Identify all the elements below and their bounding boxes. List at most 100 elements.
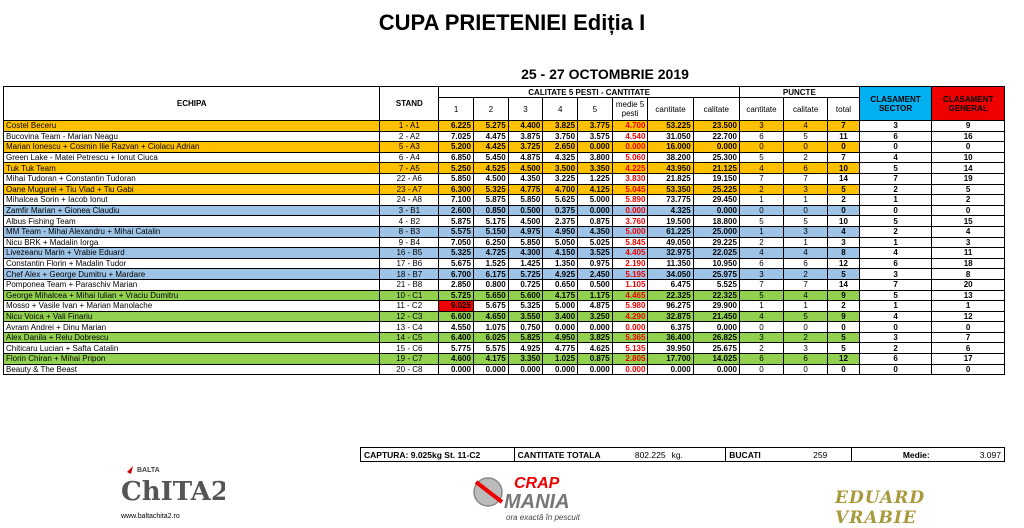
- cantitate-cell: 38.200: [647, 151, 694, 164]
- puncte-total-cell: 2: [827, 194, 860, 206]
- header-calitate: calitate: [692, 97, 740, 121]
- calitate-cell: 0.000: [692, 321, 740, 333]
- clasament-sector-cell: 5: [858, 215, 933, 227]
- fish-3-cell: 3.725: [507, 141, 544, 153]
- clasament-general-cell: 1: [931, 300, 1005, 312]
- summary-footer: CAPTURA: 9.025kg St. 11-C2 CANTITATE TOT…: [360, 447, 1005, 462]
- team-name-cell: Marian Ionescu + Cosmin Ilie Razvan + Ci…: [2, 141, 381, 153]
- fish-2-cell: 6.175: [472, 268, 509, 280]
- fish-3-cell: 5.600: [507, 289, 544, 302]
- fish-5-cell: 3.250: [577, 310, 613, 323]
- header-puncte-cantitate: cantitate: [738, 97, 785, 121]
- clasament-general-cell: 17: [931, 353, 1005, 365]
- fish-4-cell: 1.350: [542, 257, 579, 270]
- fish-5-cell: 0.000: [577, 141, 613, 153]
- puncte-total-cell: 2: [827, 300, 860, 312]
- medie-cell: 0.000: [611, 204, 649, 217]
- table-row: Avram Andrei + Dinu Marian 13 - C4 4.550 1.…: [2, 321, 1005, 333]
- fish-5-cell: 0.000: [577, 321, 613, 333]
- fish-3-cell: 4.975: [507, 225, 544, 238]
- fish-1-cell: 9.025: [438, 300, 474, 312]
- cantitate-cell: 61.225: [647, 225, 694, 238]
- fish-4-cell: 0.650: [542, 278, 579, 291]
- clasament-sector-cell: 0: [858, 204, 933, 217]
- puncte-calitate-cell: 0: [783, 321, 829, 333]
- puncte-cantitate-cell: 2: [738, 342, 785, 355]
- fish-3-cell: 0.500: [507, 204, 544, 217]
- puncte-cantitate-cell: 1: [738, 194, 785, 206]
- team-name-cell: Costel Beceru: [2, 120, 381, 132]
- team-name-cell: Nicu Voica + Vali Finariu: [2, 310, 381, 323]
- fish-4-cell: 1.025: [542, 353, 579, 365]
- fish-2-cell: 5.175: [472, 215, 509, 227]
- header-echipa: ECHIPA: [2, 86, 381, 121]
- table-row: Green Lake - Matei Petrescu + Ionut Ciuc…: [2, 151, 1005, 164]
- medie-cell: 4.465: [611, 289, 649, 302]
- puncte-calitate-cell: 3: [783, 183, 829, 196]
- fish-3-cell: 5.850: [507, 236, 544, 249]
- fish-3-cell: 4.400: [507, 120, 544, 132]
- fish-5-cell: 4.125: [577, 183, 613, 196]
- table-row: Bucovina Team - Marian Neagu 2 - A2 7.025 4…: [2, 130, 1005, 143]
- fish-5-cell: 0.000: [577, 204, 613, 217]
- medie-cell: 0.000: [611, 141, 649, 153]
- calitate-cell: 10.950: [692, 257, 740, 270]
- results-table: ECHIPA STAND CALITATE 5 PESTI - CANTITAT…: [2, 86, 1005, 376]
- header-calitate-group: CALITATE 5 PESTI - CANTITATE: [438, 86, 740, 98]
- cantitate-cell: 17.700: [647, 353, 694, 365]
- stand-cell: 3 - B1: [379, 204, 440, 217]
- clasament-sector-cell: 6: [858, 353, 933, 365]
- fish-3-cell: 5.825: [507, 331, 544, 344]
- fish-2-cell: 4.500: [472, 172, 509, 185]
- stand-cell: 8 - B3: [379, 225, 440, 238]
- header-puncte-total: total: [827, 97, 860, 121]
- cantitate-cell: 11.350: [647, 257, 694, 270]
- puncte-cantitate-cell: 1: [738, 225, 785, 238]
- fish-4-cell: 3.825: [542, 120, 579, 132]
- fish-1-cell: 7.100: [438, 194, 474, 206]
- fish-5-cell: 1.175: [577, 289, 613, 302]
- team-name-cell: Alex Danila + Relu Dobrescu: [2, 331, 381, 344]
- puncte-calitate-cell: 2: [783, 151, 829, 164]
- table-row: Tuk Tuk Team 7 - A5 5.250 4.525 4.500 3.500 3.…: [2, 162, 1005, 174]
- balta-chita-logo: BALTA ChITA2 www.baltachita2.ro: [120, 466, 225, 520]
- fish-5-cell: 3.350: [577, 162, 613, 174]
- fish-1-cell: 5.200: [438, 141, 474, 153]
- team-name-cell: Mihai Tudoran + Constantin Tudoran: [2, 172, 381, 185]
- fish-2-cell: 4.650: [472, 310, 509, 323]
- header-puncte-calitate: calitate: [783, 97, 829, 121]
- medie-cell: 5.135: [611, 342, 649, 355]
- team-name-cell: Avram Andrei + Dinu Marian: [2, 321, 381, 333]
- fish-2-cell: 0.000: [472, 363, 509, 376]
- clasament-sector-cell: 2: [858, 183, 933, 196]
- cantitate-cell: 6.475: [647, 278, 694, 291]
- fish-2-cell: 5.325: [472, 183, 509, 196]
- puncte-cantitate-cell: 0: [738, 204, 785, 217]
- clasament-sector-cell: 4: [858, 151, 933, 164]
- stand-cell: 13 - C4: [379, 321, 440, 333]
- clasament-general-cell: 4: [931, 225, 1005, 238]
- fish-3-cell: 0.000: [507, 363, 544, 376]
- medie-cell: 5.890: [611, 194, 649, 206]
- clasament-sector-cell: 1: [858, 194, 933, 206]
- fish-3-cell: 4.875: [507, 151, 544, 164]
- fish-4-cell: 3.750: [542, 130, 579, 143]
- crapmania-logo: CRAP MANIA ora exactă în pescuit: [473, 475, 581, 522]
- fish-5-cell: 3.825: [577, 331, 613, 344]
- page-title: CUPA PRIETENIEI Ediția I: [378, 10, 646, 35]
- puncte-cantitate-cell: 4: [738, 310, 785, 323]
- fish-5-cell: 0.000: [577, 363, 613, 376]
- clasament-general-cell: 10: [931, 151, 1005, 164]
- fish-1-cell: 7.025: [438, 130, 474, 143]
- table-row: Marian Ionescu + Cosmin Ilie Razvan + Ci…: [2, 141, 1005, 153]
- clasament-general-cell: 3: [931, 236, 1005, 249]
- stand-cell: 5 - A3: [379, 141, 440, 153]
- team-name-cell: Chef Alex + George Dumitru + Mardare: [2, 268, 381, 280]
- puncte-cantitate-cell: 4: [738, 162, 785, 174]
- clasament-general-cell: 8: [931, 268, 1005, 280]
- fish-3-cell: 5.325: [507, 300, 544, 312]
- calitate-cell: 25.300: [692, 151, 740, 164]
- medie-cell: 3.760: [611, 215, 649, 227]
- puncte-calitate-cell: 7: [783, 172, 829, 185]
- stand-cell: 1 - A1: [379, 120, 440, 132]
